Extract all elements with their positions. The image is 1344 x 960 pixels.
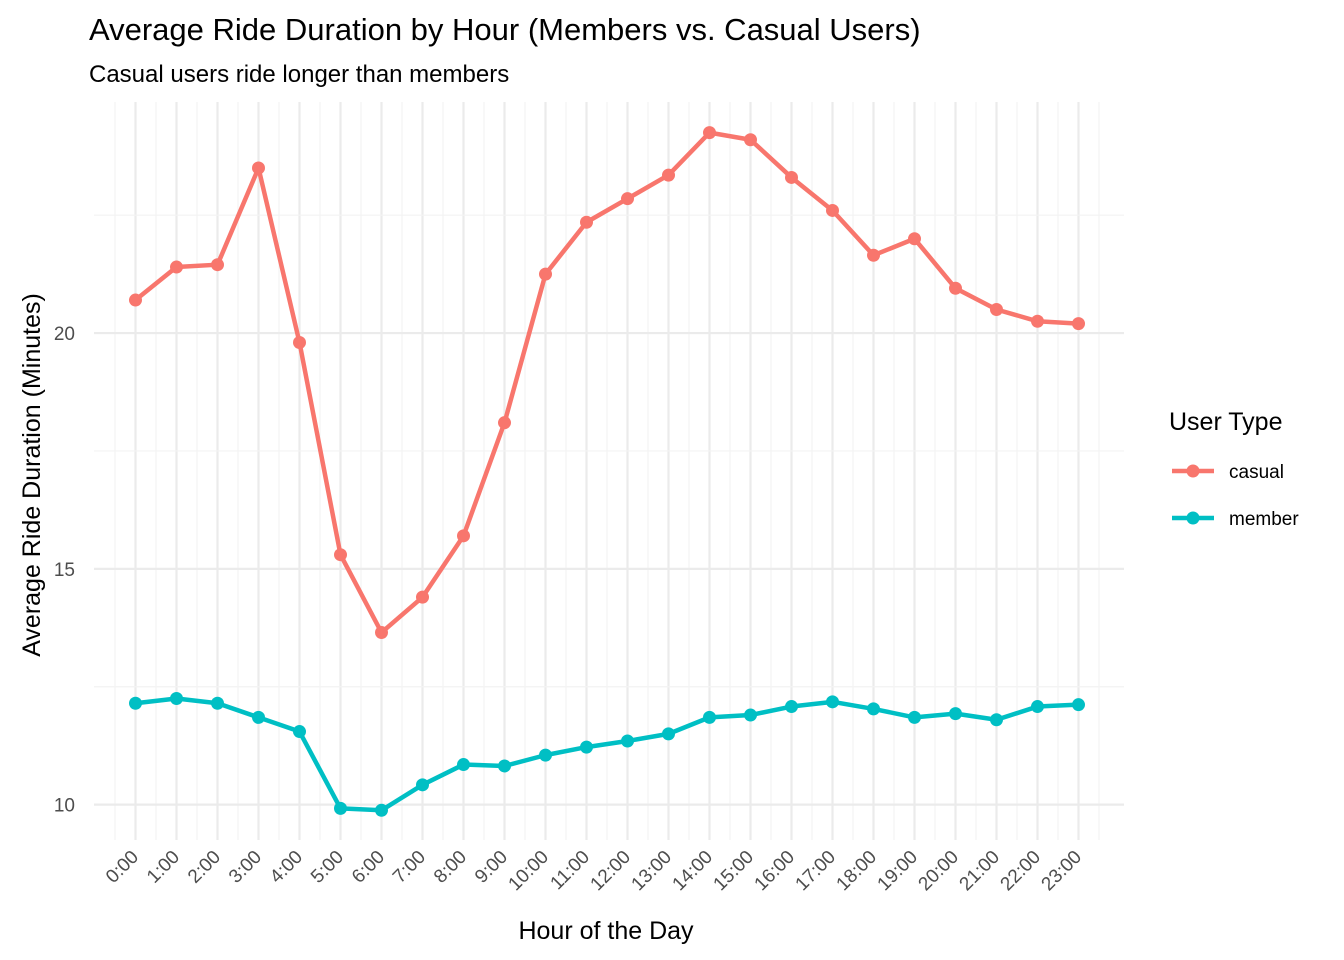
series-line-member (133, 696, 1081, 813)
data-point-member (334, 801, 347, 815)
data-point-casual (252, 161, 265, 175)
legend-items: casual member (1172, 462, 1299, 530)
data-point-casual (539, 267, 552, 281)
y-tick-label: 20 (54, 324, 75, 345)
data-point-casual (621, 192, 634, 206)
x-tick-label: 21:00 (956, 847, 1004, 895)
data-point-casual (334, 548, 347, 562)
x-tick-label: 8:00 (430, 847, 471, 888)
data-point-member (908, 710, 921, 724)
data-point-casual (867, 248, 880, 262)
data-point-member (744, 708, 757, 722)
x-axis-title: Hour of the Day (518, 917, 694, 945)
data-point-member (990, 713, 1003, 727)
legend-item-casual: casual (1172, 462, 1284, 483)
grid (94, 102, 1124, 840)
data-point-casual (744, 133, 757, 147)
data-point-member (621, 734, 634, 748)
data-point-casual (170, 260, 183, 274)
x-tick-label: 14:00 (669, 847, 717, 895)
data-point-member (457, 758, 470, 772)
data-point-member (785, 700, 798, 714)
data-point-member (867, 702, 880, 716)
data-point-casual (990, 302, 1003, 316)
x-tick-label: 0:00 (102, 847, 143, 888)
x-tick-label: 13:00 (628, 847, 676, 895)
data-point-member (703, 710, 716, 724)
legend-marker-member (1186, 511, 1200, 525)
x-tick-label: 7:00 (389, 847, 430, 888)
x-tick-label: 18:00 (833, 847, 881, 895)
data-point-member (539, 748, 552, 762)
y-axis-title: Average Ride Duration (Minutes) (18, 293, 46, 657)
data-point-casual (375, 626, 388, 640)
x-tick-label: 20:00 (915, 847, 963, 895)
data-point-casual (211, 258, 224, 272)
data-point-casual (826, 203, 839, 217)
x-tick-label: 10:00 (505, 847, 553, 895)
data-point-member (129, 696, 142, 710)
x-tick-label: 12:00 (587, 847, 635, 895)
x-tick-label: 3:00 (225, 847, 266, 888)
legend-label-member: member (1229, 509, 1299, 530)
x-tick-label: 22:00 (997, 847, 1045, 895)
legend-title: User Type (1169, 408, 1282, 436)
x-tick-label: 23:00 (1038, 847, 1086, 895)
data-point-member (211, 696, 224, 710)
data-point-casual (498, 416, 511, 430)
series-layer (129, 126, 1085, 817)
legend: User Type casual member (1169, 408, 1299, 530)
data-point-casual (457, 529, 470, 543)
data-point-casual (703, 126, 716, 140)
data-point-casual (785, 170, 798, 184)
data-point-casual (1031, 314, 1044, 328)
x-tick-label: 15:00 (710, 847, 758, 895)
data-point-member (826, 695, 839, 709)
legend-label-casual: casual (1229, 462, 1284, 483)
data-point-member (170, 692, 183, 706)
data-point-member (416, 778, 429, 792)
legend-item-member: member (1172, 509, 1299, 530)
series-member (129, 692, 1085, 817)
chart-subtitle: Casual users ride longer than members (89, 61, 509, 88)
data-point-member (498, 759, 511, 773)
series-line-casual (133, 130, 1081, 635)
data-point-member (293, 725, 306, 739)
data-point-casual (580, 215, 593, 229)
data-point-casual (662, 168, 675, 182)
x-tick-label: 2:00 (184, 847, 225, 888)
data-point-member (252, 710, 265, 724)
series-casual (129, 126, 1085, 640)
data-point-member (1031, 700, 1044, 714)
x-tick-label: 17:00 (792, 847, 840, 895)
y-tick-label: 10 (54, 796, 75, 817)
y-tick-label: 15 (54, 560, 75, 581)
x-tick-label: 11:00 (547, 847, 594, 894)
data-point-casual (1072, 317, 1085, 331)
data-point-member (1072, 698, 1085, 712)
x-tick-label: 1:00 (143, 847, 184, 888)
x-tick-label: 4:00 (266, 847, 307, 888)
tick-labels: 10 15 20 0:00 1:00 2:00 3:00 4:00 5:00 6:00 7:00 8:… (54, 324, 1086, 895)
x-tick-label: 19:00 (874, 847, 922, 895)
x-tick-label: 6:00 (348, 847, 389, 888)
data-point-casual (129, 293, 142, 307)
data-point-member (662, 727, 675, 741)
data-point-member (949, 707, 962, 721)
chart-title: Average Ride Duration by Hour (Members v… (89, 12, 921, 47)
data-point-casual (949, 281, 962, 295)
data-point-member (375, 803, 388, 817)
data-point-casual (416, 590, 429, 604)
legend-marker-casual (1186, 464, 1200, 478)
data-point-casual (293, 335, 306, 349)
data-point-member (580, 740, 593, 754)
data-point-casual (908, 232, 921, 246)
x-tick-label: 5:00 (307, 847, 348, 888)
x-tick-label: 16:00 (751, 847, 799, 895)
